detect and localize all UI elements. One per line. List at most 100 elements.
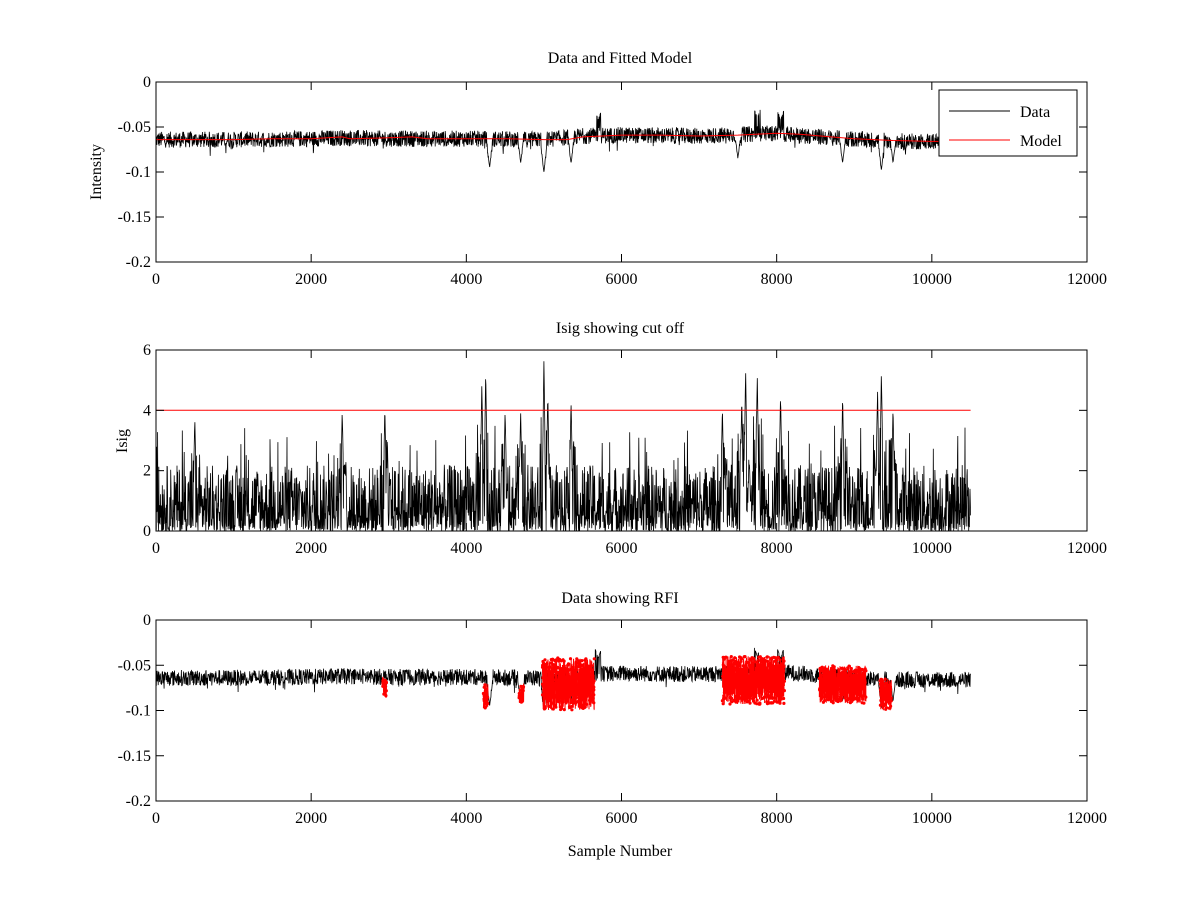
rfi-point: [543, 696, 548, 700]
rfi-point: [770, 682, 775, 686]
rfi-point: [849, 667, 853, 671]
rfi-point: [839, 692, 843, 697]
panel-data-and-model: Data and Fitted Model Intensity 0 2000 400…: [88, 50, 1107, 288]
rfi-point: [731, 658, 735, 662]
rfi-point: [723, 688, 727, 692]
rfi-point: [543, 663, 547, 667]
rfi-point: [581, 706, 585, 711]
rfi-point: [720, 699, 725, 703]
rfi-point: [762, 695, 766, 699]
rfi-point: [761, 681, 766, 685]
rfi-point: [722, 666, 726, 670]
rfi-point: [585, 683, 589, 687]
rfi-point: [558, 690, 562, 694]
rfi-point: [558, 657, 562, 662]
rfi-point: [771, 696, 775, 700]
rfi-point: [559, 683, 563, 688]
rfi-point: [555, 666, 560, 670]
rfi-point: [564, 701, 568, 705]
rfi-point: [582, 667, 586, 671]
rfi-point: [860, 701, 864, 705]
rfi-point: [551, 678, 555, 682]
rfi-point: [381, 682, 385, 686]
rfi-point: [889, 696, 893, 700]
rfi-point: [562, 675, 566, 679]
rfi-point: [838, 679, 842, 683]
x-tick-label: 6000: [606, 271, 638, 288]
rfi-point: [841, 670, 845, 675]
rfi-point: [861, 675, 866, 680]
rfi-point: [861, 697, 865, 701]
rfi-point: [729, 655, 733, 659]
rfi-point: [836, 697, 841, 701]
rfi-point: [757, 666, 762, 671]
rfi-point: [775, 669, 780, 673]
rfi-point: [589, 693, 594, 697]
panel-isig-cutoff: Isig showing cut off Isig 0 2000 4000 6000 8…: [114, 320, 1107, 557]
rfi-point: [558, 669, 563, 673]
rfi-point: [574, 671, 578, 675]
rfi-point: [778, 701, 782, 705]
rfi-point: [831, 664, 835, 668]
rfi-point: [561, 679, 565, 684]
rfi-point: [518, 688, 522, 692]
rfi-point: [733, 656, 737, 660]
rfi-point: [575, 691, 579, 695]
rfi-point: [589, 686, 593, 691]
rfi-point: [878, 703, 883, 707]
rfi-point: [880, 690, 884, 695]
rfi-point: [845, 678, 849, 683]
rfi-point: [749, 690, 754, 695]
rfi-point: [561, 658, 565, 662]
rfi-point: [571, 690, 576, 694]
rfi-point: [567, 688, 572, 692]
rfi-point: [782, 689, 787, 693]
rfi-point: [782, 701, 786, 706]
rfi-point: [742, 697, 746, 701]
rfi-point: [781, 676, 786, 680]
rfi-point: [540, 693, 545, 697]
rfi-point: [381, 684, 385, 688]
rfi-point: [828, 674, 832, 678]
rfi-point: [771, 688, 775, 692]
rfi-point: [777, 672, 781, 676]
rfi-point: [831, 690, 835, 695]
rfi-point: [828, 670, 832, 674]
rfi-point: [552, 663, 556, 667]
rfi-point: [823, 693, 827, 697]
rfi-point: [776, 674, 780, 679]
x-tick-label: 12000: [1067, 271, 1107, 288]
rfi-point: [725, 683, 730, 687]
rfi-point: [839, 690, 843, 694]
rfi-point: [749, 669, 753, 673]
rfi-point: [765, 700, 769, 704]
rfi-point: [852, 675, 856, 679]
x-tick-label: 12000: [1067, 540, 1107, 557]
data-series-line: [156, 109, 971, 172]
rfi-point: [887, 697, 891, 701]
rfi-point: [581, 692, 585, 696]
legend-entry: Data: [1020, 104, 1050, 121]
rfi-point: [574, 696, 578, 700]
rfi-point: [565, 685, 569, 689]
rfi-point: [840, 684, 845, 688]
legend-entry: Model: [1020, 133, 1062, 150]
plot-background: [156, 620, 1087, 801]
rfi-point: [579, 675, 583, 679]
rfi-point: [777, 664, 782, 668]
rfi-point: [750, 675, 754, 680]
rfi-point: [585, 702, 589, 707]
rfi-point: [545, 669, 549, 674]
rfi-point: [551, 707, 555, 711]
rfi-point: [571, 700, 575, 704]
rfi-point: [822, 674, 826, 678]
rfi-point: [781, 673, 785, 677]
rfi-point: [562, 708, 566, 712]
y-tick-label: 6: [143, 342, 151, 359]
rfi-point: [863, 679, 867, 683]
x-tick-label: 0: [152, 810, 160, 827]
rfi-point: [837, 668, 841, 672]
rfi-point: [767, 670, 771, 674]
rfi-point: [779, 678, 783, 682]
rfi-point: [888, 688, 892, 692]
